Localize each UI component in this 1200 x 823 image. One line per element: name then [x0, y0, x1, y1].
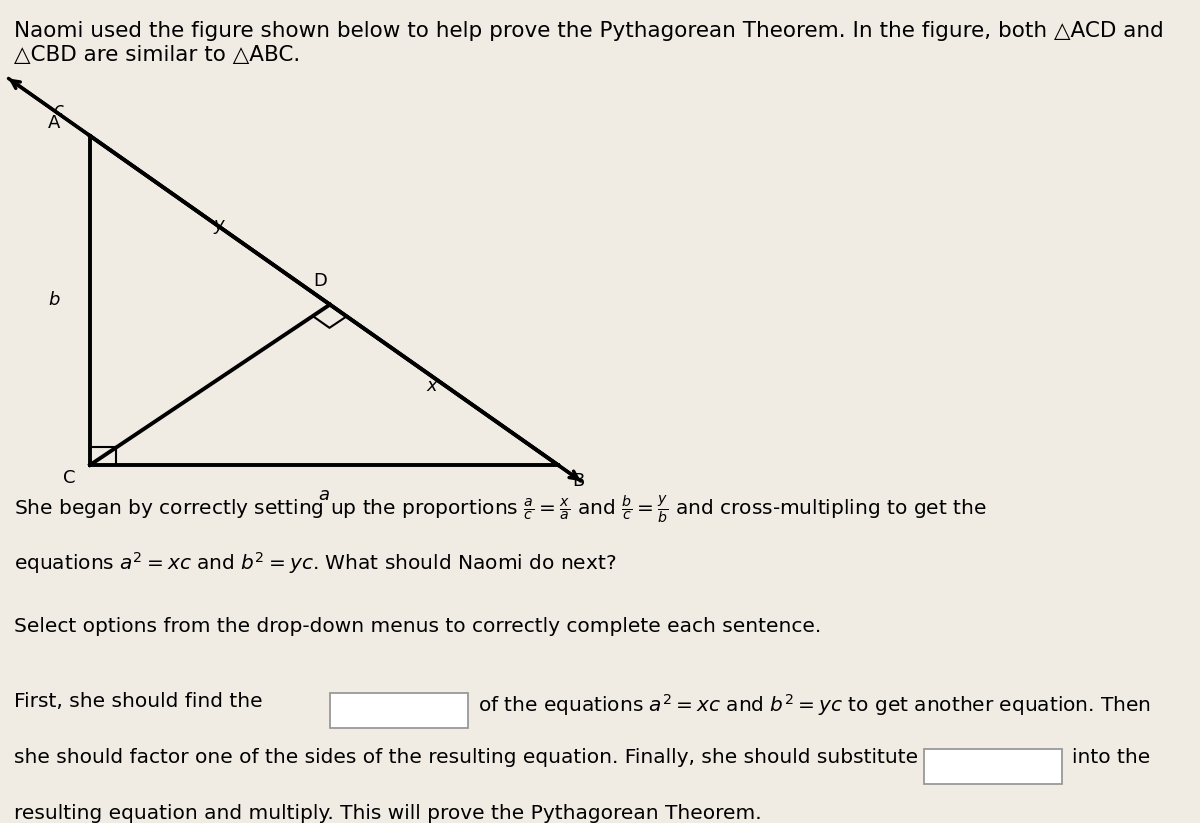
Text: D: D [313, 272, 328, 290]
Text: A: A [48, 114, 60, 132]
Text: B: B [572, 472, 584, 490]
Text: First, she should find the: First, she should find the [14, 692, 263, 711]
Bar [330, 693, 468, 728]
Text: of the equations $a^2 = xc$ and $b^2 = yc$ to get another equation. Then: of the equations $a^2 = xc$ and $b^2 = y… [478, 692, 1151, 718]
Text: a: a [318, 486, 330, 504]
Text: resulting equation and multiply. This will prove the Pythagorean Theorem.: resulting equation and multiply. This wi… [14, 804, 762, 823]
Text: She began by correctly setting up the proportions $\frac{a}{c} = \frac{x}{a}$ an: She began by correctly setting up the pr… [14, 494, 986, 526]
Text: Naomi used the figure shown below to help prove the Pythagorean Theorem. In the : Naomi used the figure shown below to hel… [14, 21, 1164, 40]
Text: y: y [214, 216, 223, 234]
Text: into the: into the [1072, 748, 1150, 767]
Text: ▲
▼: ▲ ▼ [452, 702, 458, 718]
Text: equations $a^2 = xc$ and $b^2 = yc$. What should Naomi do next?: equations $a^2 = xc$ and $b^2 = yc$. Wha… [14, 550, 617, 575]
Text: b: b [49, 291, 60, 309]
Text: she should factor one of the sides of the resulting equation. Finally, she shoul: she should factor one of the sides of th… [14, 748, 918, 767]
Text: Select options from the drop-down menus to correctly complete each sentence.: Select options from the drop-down menus … [14, 617, 822, 636]
Text: c: c [54, 100, 64, 119]
Text: ▲
▼: ▲ ▼ [1046, 758, 1052, 774]
Text: C: C [64, 469, 76, 487]
Text: △CBD are similar to △ABC.: △CBD are similar to △ABC. [14, 45, 301, 65]
Text: x: x [426, 377, 437, 395]
Bar [924, 749, 1062, 783]
